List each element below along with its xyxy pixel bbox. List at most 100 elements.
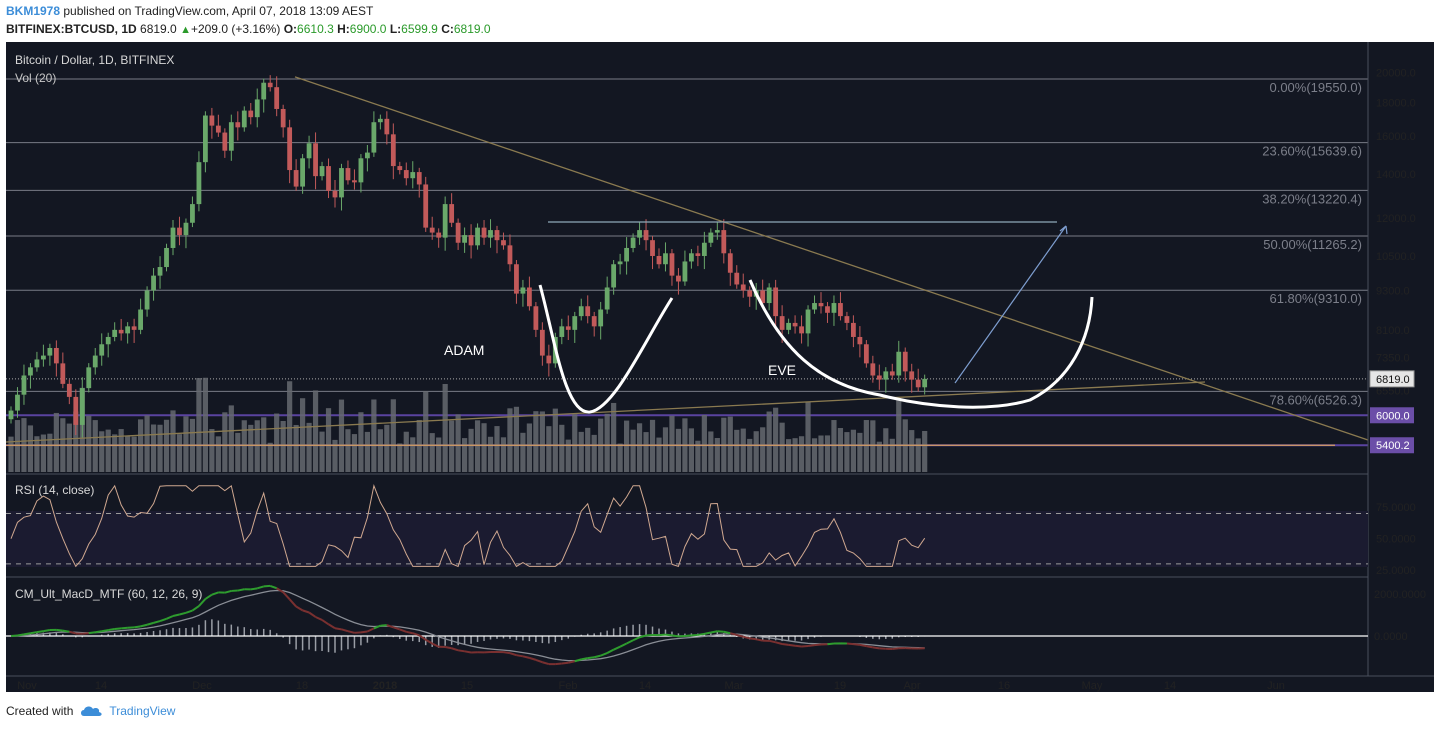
- volume-bar: [591, 434, 597, 472]
- candle-body: [125, 326, 131, 334]
- candle-body: [520, 287, 526, 294]
- candle-body: [15, 394, 20, 411]
- candle-body: [889, 371, 895, 376]
- price-tick-label: 7350.0: [1376, 353, 1410, 365]
- macd-segment: [198, 598, 207, 607]
- candle-body: [481, 227, 487, 238]
- candle-body: [630, 237, 636, 248]
- rsi-tick-label: 50.0000: [1376, 534, 1416, 546]
- price-axis[interactable]: 20000.0 18000.0 16000.0 14000.0 12000.0 10500…: [1369, 68, 1416, 454]
- volume-bar: [643, 432, 649, 472]
- volume-bar: [611, 402, 617, 472]
- candle-body: [442, 204, 448, 238]
- macd-segment: [626, 639, 634, 645]
- trend-lines[interactable]: [5, 76, 1369, 446]
- macd-segment: [69, 630, 77, 635]
- volume-bar: [656, 437, 662, 472]
- volume-bar: [779, 422, 785, 472]
- macd-segment: [406, 630, 413, 635]
- volume-bar: [753, 431, 759, 472]
- candle-body: [527, 287, 532, 307]
- candle-body: [170, 227, 176, 248]
- macd-segment: [684, 634, 692, 638]
- volume-bar: [14, 420, 21, 472]
- volume-bar: [695, 440, 701, 472]
- volume-bar: [436, 437, 442, 472]
- volume-bar: [215, 436, 221, 472]
- macd-tick-label: 0.0000: [1374, 631, 1408, 643]
- macd-segment: [191, 605, 200, 612]
- macd-segment: [30, 631, 38, 635]
- candle-body: [546, 355, 552, 364]
- candle-body: [47, 347, 53, 356]
- candle-body: [643, 230, 649, 241]
- macd-segment: [736, 634, 744, 638]
- candle-body: [183, 222, 189, 236]
- open-value: 6610.3: [297, 22, 334, 36]
- macd-segment: [256, 585, 265, 590]
- macd-segment: [781, 642, 789, 646]
- candle-body: [714, 230, 720, 233]
- candle-body: [384, 118, 390, 135]
- rsi-band: [6, 511, 1368, 567]
- volume-bar: [325, 408, 332, 472]
- macd-segment: [756, 638, 763, 642]
- macd-segment: [82, 632, 89, 635]
- macd-segment: [17, 633, 25, 637]
- volume-bar: [73, 411, 79, 472]
- macd-segment: [522, 655, 530, 659]
- candle-body: [410, 172, 416, 179]
- time-tick-label: 14: [95, 680, 107, 692]
- macd-segment: [393, 626, 401, 631]
- macd-segment: [373, 624, 381, 630]
- candles[interactable]: [8, 75, 928, 439]
- macd-segment: [807, 644, 815, 647]
- volume-bar: [636, 423, 643, 472]
- macd-segment: [62, 629, 70, 633]
- volume-bar: [604, 413, 610, 472]
- candle-body: [222, 132, 228, 151]
- macd-segment: [295, 605, 304, 612]
- candle-body: [235, 122, 241, 128]
- high-label: H:: [337, 22, 350, 36]
- fib-levels: 0.00%(19550.0) 23.60%(15639.6) 38.20%(1322…: [6, 78, 1368, 407]
- volume-bar: [332, 439, 338, 472]
- macd-segment: [464, 650, 472, 654]
- candle-body: [825, 306, 830, 313]
- volume-bar: [798, 436, 805, 472]
- time-axis[interactable]: Nov 14 Dec 18 2018 15 Feb 14 Mar 19 Apr 16 May 14 Jun: [17, 680, 1285, 692]
- footer: Created with TradingView: [6, 704, 175, 718]
- publisher-username[interactable]: BKM1978: [6, 4, 61, 18]
- volume-bar: [235, 432, 241, 472]
- candle-body: [215, 125, 221, 133]
- time-tick-label: Apr: [903, 680, 920, 692]
- volume-bar: [818, 435, 824, 472]
- volume-bar: [701, 414, 707, 472]
- tradingview-brand[interactable]: TradingView: [109, 704, 176, 718]
- macd-segment: [204, 593, 213, 600]
- candle-body: [766, 287, 772, 304]
- adam-label: ADAM: [444, 342, 484, 358]
- macd-segment: [43, 629, 51, 633]
- volume-bar: [131, 436, 137, 472]
- volume-bar: [144, 415, 150, 472]
- candle-body: [241, 110, 247, 128]
- macd-segment: [768, 639, 776, 644]
- volume-bar: [364, 431, 370, 472]
- volume-bar: [922, 430, 928, 472]
- symbol-name: BITFINEX:BTCUSD, 1D: [6, 22, 137, 36]
- volume-bar: [649, 419, 656, 472]
- volume-bar: [105, 429, 111, 472]
- volume-bar: [338, 399, 345, 472]
- macd-segment: [23, 632, 31, 636]
- candle-body: [41, 355, 46, 360]
- volume-bar: [507, 408, 513, 472]
- low-label: L:: [389, 22, 402, 36]
- macd-segment: [269, 584, 278, 590]
- volume-bar: [520, 432, 526, 472]
- rsi-tick-label: 25.0000: [1376, 565, 1416, 577]
- volume-bar: [539, 411, 545, 472]
- candle-body: [844, 316, 850, 323]
- chart-svg[interactable]: 0.00%(19550.0) 23.60%(15639.6) 38.20%(1322…: [0, 40, 1438, 694]
- fib-label: 50.00%(11265.2): [1263, 237, 1362, 252]
